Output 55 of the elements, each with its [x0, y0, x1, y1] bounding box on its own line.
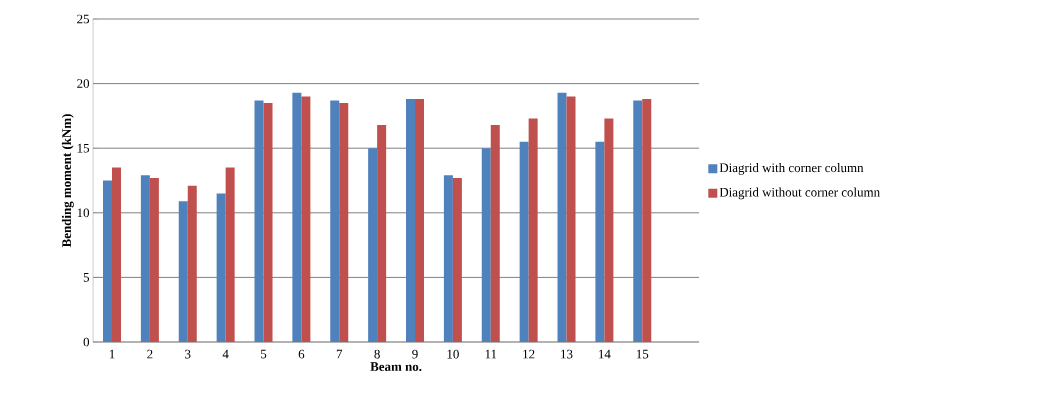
x-tick-label: 4 — [222, 349, 229, 359]
bar — [528, 118, 538, 342]
bar — [452, 177, 462, 342]
bar — [368, 148, 378, 342]
bar — [481, 148, 491, 342]
bar — [140, 175, 150, 342]
y-tick-label: 20 — [77, 79, 90, 88]
x-tick-label: 8 — [374, 349, 380, 359]
bar — [216, 193, 226, 342]
bar — [103, 180, 113, 342]
y-tick-label: 25 — [77, 14, 90, 24]
bar — [566, 96, 576, 342]
bar — [443, 175, 453, 342]
bar — [254, 100, 264, 342]
x-tick-label: 2 — [147, 349, 153, 359]
bar — [557, 92, 567, 342]
bar — [178, 201, 188, 342]
bar — [330, 100, 340, 342]
bar — [406, 99, 416, 342]
bar — [301, 96, 311, 342]
y-tick-label: 15 — [77, 143, 90, 153]
bar — [225, 167, 235, 342]
bar — [490, 124, 500, 342]
bar — [642, 99, 652, 342]
x-axis-title: Beam no. — [370, 362, 422, 372]
bar — [377, 124, 387, 342]
x-tick-label: 13 — [561, 349, 573, 359]
bar — [604, 118, 614, 342]
x-tick-label: 11 — [485, 349, 497, 359]
x-tick-label: 5 — [261, 349, 267, 359]
y-tick-label: 5 — [83, 273, 90, 282]
bar — [149, 177, 159, 342]
y-tick-label: 0 — [83, 337, 90, 347]
x-tick-label: 9 — [412, 349, 418, 359]
x-tick-label: 15 — [636, 349, 649, 359]
bar — [595, 141, 605, 342]
legend-label: Diagrid with corner column — [719, 163, 864, 175]
x-tick-label: 10 — [447, 349, 459, 359]
x-tick-label: 7 — [336, 349, 343, 359]
x-tick-label: 6 — [298, 349, 305, 359]
bar — [339, 102, 349, 342]
bar — [415, 99, 425, 342]
bar — [292, 92, 302, 342]
x-tick-label: 3 — [185, 349, 191, 359]
bar — [187, 185, 197, 342]
x-tick-label: 14 — [599, 349, 611, 359]
bar — [112, 167, 122, 342]
bar — [633, 100, 643, 342]
bar — [519, 141, 529, 342]
x-tick-label: 1 — [109, 349, 115, 359]
legend-label: Diagrid without corner column — [719, 187, 880, 200]
y-tick-label: 10 — [77, 208, 90, 218]
y-axis-title: Bending moment (kNm) — [61, 114, 74, 248]
x-tick-label: 12 — [523, 349, 535, 359]
bar — [263, 102, 273, 342]
